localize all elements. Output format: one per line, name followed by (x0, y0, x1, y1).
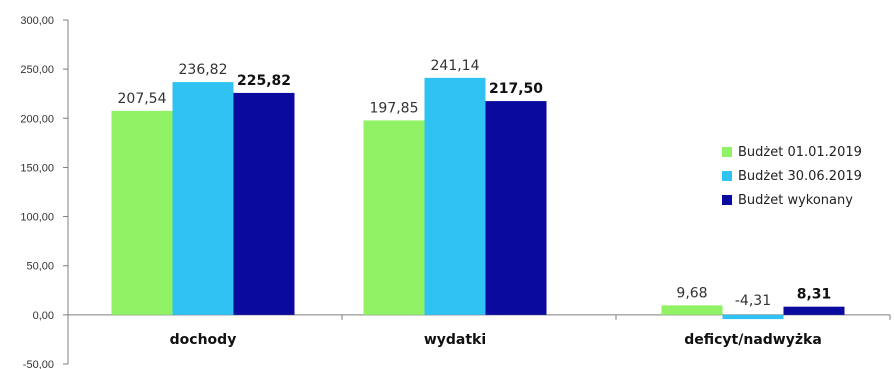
data-label: 217,50 (489, 81, 543, 97)
y-tick-label: 250,00 (20, 64, 54, 76)
y-tick-label: 100,00 (20, 212, 54, 224)
legend-label: Budżet 01.01.2019 (738, 145, 862, 160)
data-label: 225,82 (237, 73, 291, 89)
bar (233, 92, 295, 315)
x-category-label: wydatki (424, 332, 486, 348)
bar (485, 101, 547, 315)
y-tick-label: 300,00 (20, 15, 54, 27)
data-label: 197,85 (370, 100, 419, 116)
legend-swatch (722, 195, 732, 205)
y-tick-label: 150,00 (20, 162, 54, 174)
bar (363, 120, 425, 315)
x-category-label: deficyt/nadwyżka (684, 332, 822, 348)
data-label: 9,68 (676, 285, 707, 301)
bar (172, 82, 234, 315)
y-tick-label: 0,00 (33, 310, 54, 322)
bar (661, 305, 723, 315)
x-category-label: dochody (170, 332, 237, 348)
data-label: -4,31 (735, 293, 771, 309)
legend-label: Budżet wykonany (738, 193, 853, 208)
bar (111, 110, 173, 315)
bar (783, 306, 845, 315)
data-label: 241,14 (431, 58, 480, 74)
legend-swatch (722, 171, 732, 181)
y-tick-label: 200,00 (20, 113, 54, 125)
data-label: 207,54 (118, 91, 167, 107)
bar (424, 77, 486, 315)
y-tick-label: 50,00 (26, 261, 54, 273)
legend-swatch (722, 147, 732, 157)
data-label: 236,82 (179, 62, 228, 78)
legend-label: Budżet 30.06.2019 (738, 169, 862, 184)
bar (722, 314, 784, 320)
y-tick-label: -50,00 (23, 359, 54, 369)
data-label: 8,31 (797, 287, 832, 303)
